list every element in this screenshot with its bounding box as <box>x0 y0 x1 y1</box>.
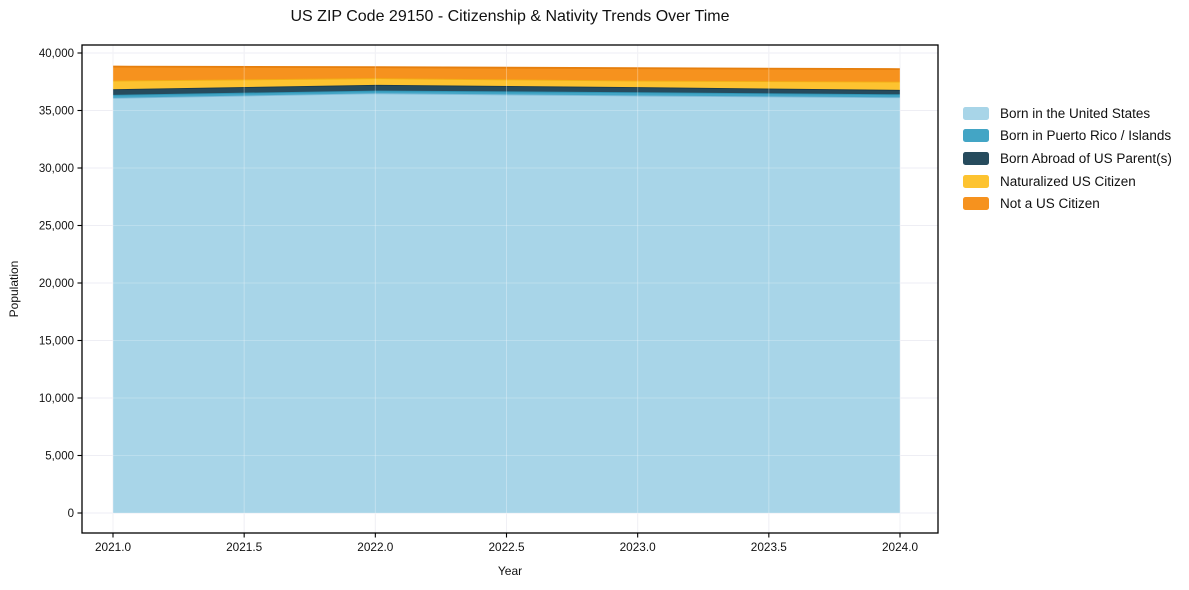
area-born-in-the-united-states <box>113 93 900 513</box>
area-edge-born-in-the-united-states <box>112 92 901 99</box>
legend-swatch <box>963 106 989 120</box>
legend-swatch <box>963 129 989 143</box>
legend-item: Not a US Citizen <box>963 192 1172 215</box>
legend-swatch <box>963 174 989 188</box>
area-not-a-us-citizen <box>113 66 900 82</box>
legend-item: Naturalized US Citizen <box>963 170 1172 193</box>
x-tick-label: 2022.0 <box>357 540 394 554</box>
legend-item: Born in Puerto Rico / Islands <box>963 125 1172 148</box>
x-tick-label: 2022.5 <box>488 540 525 554</box>
y-tick-label: 30,000 <box>39 163 74 175</box>
legend-swatch <box>963 151 989 165</box>
legend-label: Born in Puerto Rico / Islands <box>1000 128 1172 144</box>
legend-label: Not a US Citizen <box>1000 196 1100 212</box>
legend-swatch <box>963 197 989 211</box>
x-tick-label: 2024.0 <box>882 540 919 554</box>
y-tick-label: 25,000 <box>39 221 74 233</box>
y-tick-label: 0 <box>68 508 74 520</box>
area-edge-not-a-us-citizen <box>112 65 901 70</box>
plot-border <box>81 44 939 534</box>
legend-item: Born in the United States <box>963 102 1172 125</box>
y-tick-label: 40,000 <box>39 48 74 60</box>
x-tick-label: 2023.5 <box>751 540 788 554</box>
x-tick-label: 2023.0 <box>620 540 657 554</box>
y-tick-label: 35,000 <box>39 106 74 118</box>
legend-item: Born Abroad of US Parent(s) <box>963 147 1172 170</box>
y-tick-label: 5,000 <box>45 451 74 463</box>
legend: Born in the United States Born in Puerto … <box>963 102 1172 215</box>
x-tick-label: 2021.0 <box>95 540 132 554</box>
y-tick-label: 15,000 <box>39 336 74 348</box>
y-tick-label: 20,000 <box>39 278 74 290</box>
area-born-abroad-of-us-parent-s- <box>113 84 900 95</box>
legend-label: Born in the United States <box>1000 105 1151 121</box>
legend-label: Born Abroad of US Parent(s) <box>1000 150 1172 166</box>
chart-title: US ZIP Code 29150 - Citizenship & Nativi… <box>290 8 730 25</box>
y-tick-label: 10,000 <box>39 393 74 405</box>
x-axis-label: Year <box>497 564 523 578</box>
x-tick-label: 2021.5 <box>226 540 263 554</box>
legend-label: Naturalized US Citizen <box>1000 173 1136 189</box>
